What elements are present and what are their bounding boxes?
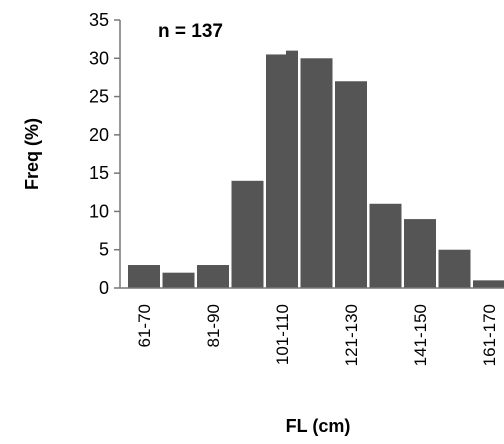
y-tick-label: 30 [89, 48, 109, 68]
x-tick-label: 61-70 [135, 304, 154, 347]
y-tick-label: 0 [99, 278, 109, 298]
y-axis-title: Freq (%) [22, 118, 42, 190]
bar-141-150 [404, 219, 436, 288]
y-ticks: 0 5 10 15 20 25 30 35 [89, 10, 120, 298]
bar-151-160 [438, 249, 471, 288]
bar-peak-marker [286, 50, 298, 56]
annotation-sample-size: n = 137 [158, 21, 223, 42]
bars [120, 50, 504, 289]
bar-101-110 [266, 54, 298, 289]
y-tick-label: 20 [89, 125, 109, 145]
y-tick-label: 5 [99, 240, 109, 260]
y-tick-label: 10 [89, 201, 109, 221]
bar-161-170 [473, 280, 504, 288]
x-tick-label: 101-110 [273, 304, 292, 365]
y-tick-label: 35 [89, 10, 109, 30]
x-tick-label: 141-150 [411, 304, 430, 366]
x-axis-title: FL (cm) [286, 416, 351, 436]
x-tick-label: 121-130 [342, 304, 361, 366]
x-tick-label: 161-170 [480, 304, 499, 366]
bar-111-120 [300, 58, 333, 289]
bar-61-70 [128, 265, 160, 288]
x-ticks: 61-70 81-90 101-110 121-130 141-150 161-170 [135, 304, 499, 366]
bar-121-130 [335, 81, 367, 288]
bar-131-140 [369, 203, 402, 288]
bar-71-80 [162, 272, 195, 288]
bar-91-100 [231, 180, 264, 288]
y-tick-label: 25 [89, 87, 109, 107]
y-tick-label: 15 [89, 163, 109, 183]
x-tick-label: 81-90 [204, 304, 223, 347]
bar-81-90 [197, 265, 229, 288]
